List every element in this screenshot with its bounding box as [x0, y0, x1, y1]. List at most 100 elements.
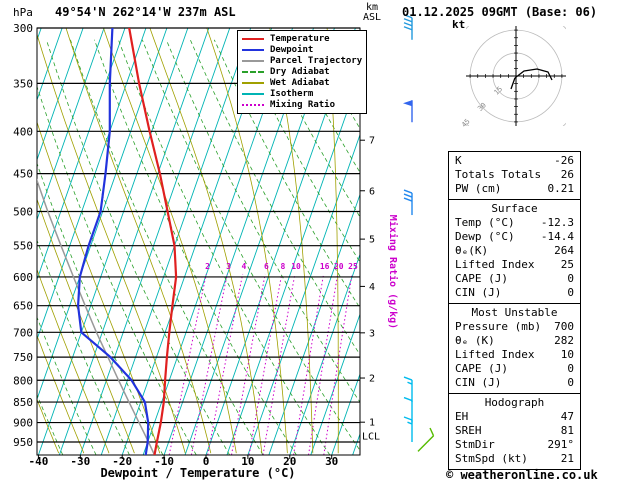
stat-label: Lifted Index — [455, 258, 535, 271]
copyright-text: © weatheronline.co.uk — [446, 468, 598, 482]
dry-adiabat-line — [237, 39, 360, 263]
legend-label: Dewpoint — [270, 45, 314, 55]
wind-barb — [403, 396, 413, 423]
station-title: 49°54'N 262°14'W 237m ASL — [55, 5, 236, 19]
pressure-tick-label: 700 — [13, 326, 33, 339]
pressure-tick-label: 500 — [13, 205, 33, 218]
isotherm-line — [289, 253, 360, 455]
mixing-ratio-line — [308, 273, 339, 455]
stat-row: θₑ(K) 264 — [449, 244, 580, 258]
pressure-tick-label: 550 — [13, 240, 33, 253]
mixing-ratio-value-label: 20 — [334, 262, 344, 271]
wet-adiabat-line — [37, 268, 110, 454]
legend-label: Wet Adiabat — [270, 78, 330, 88]
wind-barb — [403, 14, 413, 40]
stat-row: StmSpd (kt) 21 — [449, 452, 580, 466]
isotherm-line — [310, 312, 360, 455]
stat-value: 0 — [567, 376, 574, 389]
x-axis-label: Dewpoint / Temperature (°C) — [100, 466, 296, 480]
stat-row: Temp (°C) -12.3 — [449, 216, 580, 230]
mixing-ratio-line — [190, 273, 228, 455]
chart-legend: Temperature Dewpoint Parcel Trajectory Dry … — [237, 30, 368, 114]
temp-tick-label: 0 — [203, 455, 210, 468]
dry-adiabat-line — [213, 39, 360, 309]
legend-item: Dewpoint — [242, 45, 362, 55]
stat-label: θₑ (K) — [455, 334, 495, 347]
stat-label: StmSpd (kt) — [455, 452, 528, 465]
legend-item: Mixing Ratio — [242, 100, 362, 110]
wet-adiabat-line — [37, 32, 186, 454]
temp-tick-label: 10 — [241, 455, 254, 468]
hodograph-ring-label: 15 — [493, 85, 505, 97]
legend-line-swatch — [242, 93, 264, 95]
mixing-ratio-line — [231, 273, 266, 455]
stat-value: -12.3 — [540, 216, 574, 229]
pressure-tick-label: 300 — [13, 22, 33, 35]
pressure-tick-label: 850 — [13, 396, 33, 409]
stat-row: EH 47 — [449, 410, 580, 424]
mixing-ratio-value-label: 6 — [264, 262, 269, 271]
dewpoint-curve — [77, 28, 150, 455]
km-tick-label: 7 — [369, 136, 375, 147]
dry-adiabat-line — [165, 39, 360, 403]
dry-adiabat-line — [141, 39, 360, 452]
pressure-axis-unit: hPa — [13, 6, 33, 19]
plot-frame — [36, 27, 361, 456]
km-tick-label: 2 — [369, 374, 375, 385]
stat-label: CIN (J) — [455, 376, 502, 389]
wind-barb — [417, 427, 435, 452]
pressure-tick-label: 900 — [13, 417, 33, 430]
temp-tick-label: 30 — [325, 455, 338, 468]
isotherm-line — [100, 28, 252, 455]
mixing-ratio-value-label: 4 — [241, 262, 246, 271]
wind-barb — [403, 376, 413, 403]
legend-label: Temperature — [270, 34, 330, 44]
pressure-tick-label: 600 — [13, 271, 33, 284]
pressure-tick-label: 350 — [13, 77, 33, 90]
stats-section-title: Most Unstable — [471, 306, 558, 319]
hodograph-ring-label: 45 — [460, 117, 472, 129]
km-tick-label: 3 — [369, 328, 375, 339]
legend-line-swatch — [242, 71, 264, 73]
stat-row: PW (cm) 0.21 — [449, 182, 580, 196]
stat-row: Pressure (mb) 700 — [449, 320, 580, 334]
stat-row: SREH 81 — [449, 424, 580, 438]
stat-row: Dewp (°C) -14.4 — [449, 230, 580, 244]
stats-section: Hodograph EH 47 SREH 81 StmDir 291° StmSpd (kt)… — [448, 393, 581, 470]
temp-tick-label: -20 — [112, 455, 132, 468]
dry-adiabat-line — [94, 39, 297, 455]
isotherm-line — [37, 28, 126, 281]
mixing-ratio-value-label: 3 — [226, 262, 231, 271]
legend-item: Wet Adiabat — [242, 78, 362, 88]
wet-adiabat-line — [103, 28, 237, 454]
legend-item: Parcel Trajectory — [242, 56, 362, 66]
mixing-ratio-value-label: 10 — [291, 262, 301, 271]
mixing-ratio-line — [168, 273, 207, 455]
pressure-tick-label: 950 — [13, 436, 33, 449]
isotherm-line — [37, 28, 189, 455]
pressure-tick-label: 650 — [13, 300, 33, 313]
wet-adiabat-line — [37, 334, 85, 454]
stat-value: 0.21 — [547, 182, 575, 195]
stat-row: StmDir 291° — [449, 438, 580, 452]
stat-value: 47 — [560, 410, 574, 423]
legend-label: Parcel Trajectory — [270, 56, 363, 66]
wet-adiabat-line — [269, 28, 314, 454]
isotherm-line — [247, 133, 360, 455]
stat-value: 0 — [567, 272, 574, 285]
mixing-ratio-value-label: 2 — [205, 262, 210, 271]
stats-section: Surface Temp (°C) -12.3 Dewp (°C) -14.4 θₑ(K)… — [448, 199, 581, 304]
dry-adiabat-line — [70, 39, 264, 455]
altitude-axis-unit-km: km — [366, 2, 379, 13]
stat-label: StmDir — [455, 438, 495, 451]
mixing-ratio-value-label: 16 — [320, 262, 330, 271]
legend-item: Isotherm — [242, 89, 362, 99]
temp-tick-label: -40 — [28, 455, 48, 468]
stat-value: 700 — [554, 320, 574, 333]
mixing-ratio-line — [293, 273, 325, 455]
isotherm-line — [37, 28, 84, 162]
isotherm-line — [331, 372, 360, 455]
stat-value: 21 — [560, 452, 574, 465]
stat-row: CAPE (J) 0 — [449, 272, 580, 286]
km-tick-label: 6 — [369, 186, 375, 197]
